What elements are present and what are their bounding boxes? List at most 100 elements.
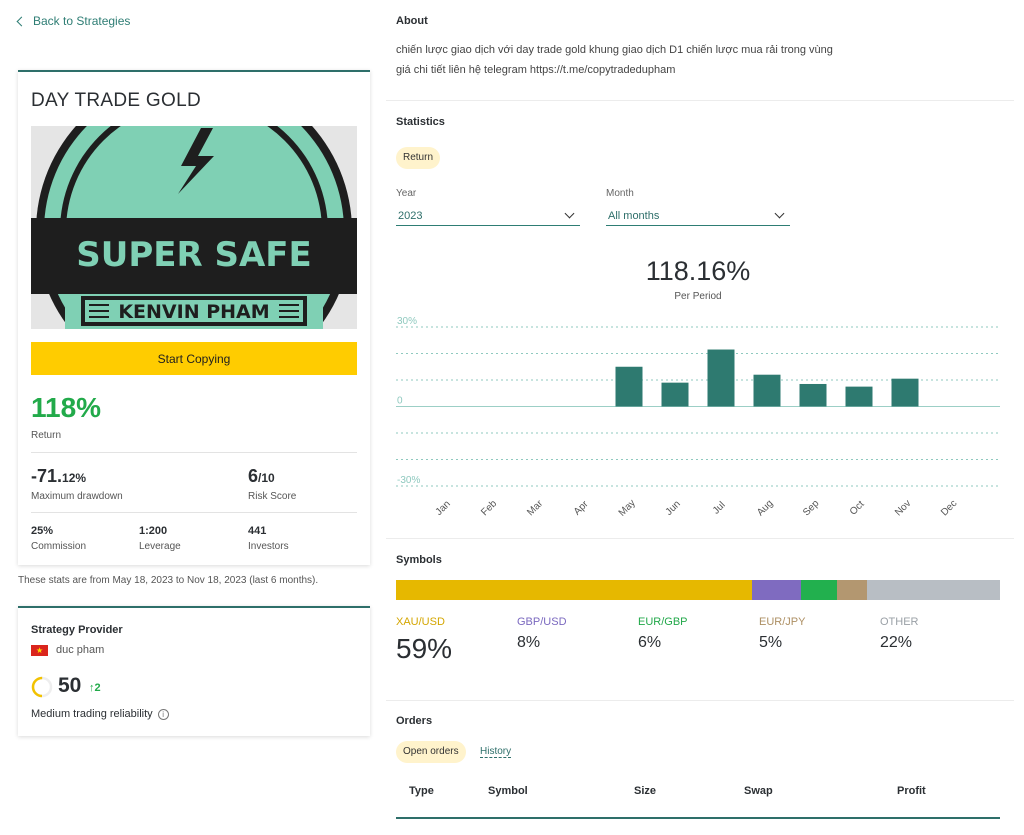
- leverage-label: Leverage: [139, 541, 181, 552]
- about-text: chiến lược giao dịch với day trade gold …: [396, 44, 833, 76]
- symbol-name: XAU/USD: [396, 616, 445, 628]
- y-tick-label: 30%: [397, 316, 417, 327]
- x-tick-label: Oct: [848, 499, 867, 518]
- chart-bar-jul[interactable]: [707, 349, 735, 407]
- chart-bar-nov[interactable]: [891, 378, 919, 407]
- chart-bar-oct[interactable]: [845, 386, 873, 407]
- strategy-logo: SUPER SAFE KENVIN PHAM: [31, 126, 357, 329]
- month-select[interactable]: All months: [606, 206, 790, 226]
- orders-title: Orders: [396, 715, 433, 727]
- symbol-share: 59%: [396, 633, 453, 664]
- symbol-segment-other: [867, 580, 1000, 600]
- provider-name[interactable]: duc pham: [56, 644, 105, 656]
- period-return-label: Per Period: [674, 291, 722, 302]
- symbol-name: EUR/JPY: [759, 616, 806, 628]
- column-header-type[interactable]: Type: [409, 785, 434, 797]
- divider: [386, 700, 1014, 701]
- symbol-segment-xau-usd: [396, 580, 753, 600]
- leverage-value: 1:200: [139, 525, 168, 537]
- provider-title: Strategy Provider: [31, 624, 123, 636]
- chevron-down-icon: [774, 208, 785, 219]
- info-icon[interactable]: i: [157, 708, 169, 720]
- tab-open-orders[interactable]: Open orders: [396, 741, 466, 763]
- reliability-row: Medium trading reliability i: [31, 708, 169, 720]
- investors-label: Investors: [248, 541, 289, 552]
- super-safe-logo-image: SUPER SAFE KENVIN PHAM: [31, 126, 357, 329]
- column-header-size[interactable]: Size: [634, 785, 657, 797]
- strategy-card: DAY TRADE GOLD SUPER SAFE KENVIN PHAM St…: [18, 70, 370, 565]
- symbol-segment-eur-gbp: [800, 580, 837, 600]
- monthly-return-chart: 30% 0 -30% Jan Feb Mar Apr May Jun Jul Aug Sep Oct No…: [396, 316, 1000, 519]
- max-drawdown-value: -71.12%: [31, 466, 87, 486]
- x-tick-label: Jul: [711, 500, 728, 517]
- risk-score-value: 6/10: [248, 466, 275, 486]
- chart-bar-jun[interactable]: [661, 382, 689, 407]
- symbol-share: 6%: [638, 634, 662, 651]
- symbol-segment-gbp-usd: [752, 580, 801, 600]
- about-title: About: [396, 15, 428, 27]
- month-value: All months: [608, 209, 660, 222]
- start-copying-button[interactable]: Start Copying: [31, 342, 357, 375]
- reliability-score: 50: [58, 674, 82, 697]
- year-select[interactable]: 2023: [396, 206, 580, 226]
- back-link-label: Back to Strategies: [33, 14, 131, 28]
- divider: [386, 538, 1014, 539]
- column-header-swap[interactable]: Swap: [744, 785, 773, 797]
- score-change: ↑2: [89, 682, 101, 694]
- x-tick-label: Jun: [664, 499, 683, 518]
- symbol-name: OTHER: [880, 616, 919, 628]
- symbols-distribution-bar: [396, 580, 1000, 600]
- year-label: Year: [396, 188, 417, 199]
- chevron-down-icon: [564, 208, 575, 219]
- chart-bar-sep[interactable]: [799, 383, 827, 407]
- divider: [31, 512, 357, 513]
- return-value: 118%: [31, 392, 102, 423]
- period-return-value: 118.16%: [645, 256, 751, 286]
- column-header-profit[interactable]: Profit: [897, 785, 926, 797]
- tab-history[interactable]: History: [480, 746, 512, 758]
- max-drawdown-label: Maximum drawdown: [31, 491, 123, 502]
- investors-value: 441: [248, 525, 267, 537]
- commission-value: 25%: [31, 525, 54, 537]
- y-tick-label: 0: [397, 396, 403, 407]
- x-tick-label: Apr: [572, 498, 591, 517]
- x-tick-label: Mar: [525, 498, 545, 518]
- return-label: Return: [31, 430, 62, 441]
- vietnam-flag-icon: ★: [31, 645, 48, 656]
- chart-bar-may[interactable]: [615, 366, 643, 407]
- stats-period-note: These stats are from May 18, 2023 to Nov…: [18, 575, 319, 586]
- reliability-label: Medium trading reliability: [31, 708, 153, 720]
- month-label: Month: [606, 188, 634, 199]
- symbol-name: GBP/USD: [517, 616, 567, 628]
- chart-bar-aug[interactable]: [753, 374, 781, 407]
- strategy-title: DAY TRADE GOLD: [31, 90, 201, 111]
- statistics-title: Statistics: [396, 116, 445, 128]
- commission-label: Commission: [31, 541, 87, 552]
- x-tick-label: Feb: [479, 498, 499, 518]
- y-tick-label: -30%: [397, 475, 420, 486]
- symbol-share: 8%: [517, 634, 541, 651]
- reliability-gauge-icon: [31, 676, 53, 698]
- divider: [31, 452, 357, 453]
- back-to-strategies-link[interactable]: Back to Strategies: [16, 14, 131, 28]
- table-header-underline: [396, 817, 1000, 819]
- x-tick-label: Jan: [434, 499, 453, 518]
- logo-line1: SUPER SAFE: [76, 235, 312, 275]
- x-tick-label: Nov: [893, 498, 913, 518]
- symbol-name: EUR/GBP: [638, 616, 688, 628]
- tab-return[interactable]: Return: [396, 147, 441, 169]
- year-value: 2023: [398, 209, 423, 222]
- symbols-title: Symbols: [396, 554, 442, 566]
- logo-line2: KENVIN PHAM: [118, 301, 269, 323]
- column-header-symbol[interactable]: Symbol: [488, 785, 528, 797]
- symbol-share: 22%: [880, 634, 913, 651]
- chevron-left-icon: [16, 16, 27, 26]
- symbol-share: 5%: [759, 634, 783, 651]
- symbol-segment-eur-jpy: [836, 580, 868, 600]
- x-tick-label: Aug: [755, 498, 775, 518]
- divider: [386, 100, 1014, 101]
- x-tick-label: Sep: [801, 498, 822, 519]
- risk-score-label: Risk Score: [248, 491, 297, 502]
- x-tick-label: May: [617, 498, 638, 519]
- strategy-provider-card: Strategy Provider ★ duc pham 50 ↑2 Mediu…: [18, 606, 370, 736]
